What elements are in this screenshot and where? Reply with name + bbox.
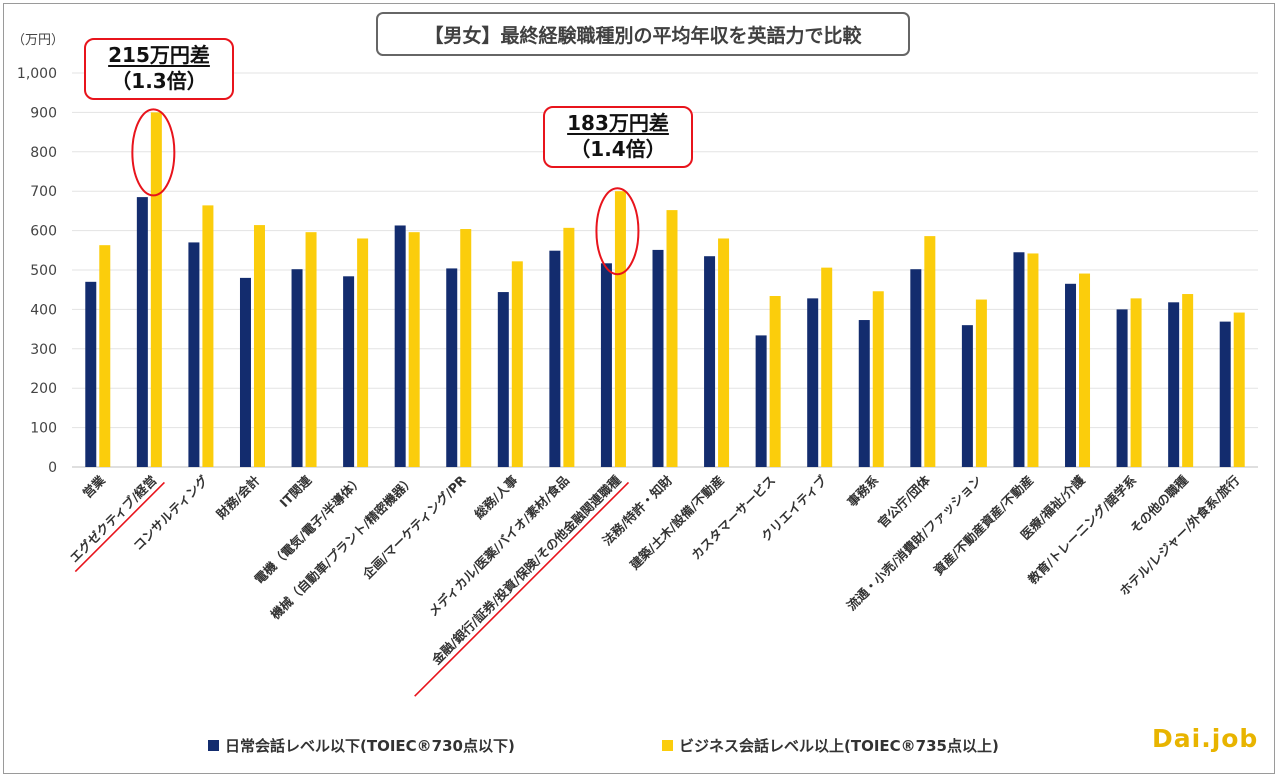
bar-series1	[600, 263, 612, 467]
bar-series1	[446, 268, 458, 467]
category-label: 資産/不動産資産/不動産	[931, 473, 1036, 578]
bar-series1	[1116, 309, 1128, 467]
bar-series2	[1027, 253, 1039, 467]
y-tick-label: 700	[30, 184, 57, 200]
bar-series1	[755, 335, 767, 467]
y-tick-label: 900	[30, 105, 57, 121]
y-tick-label: 400	[30, 302, 57, 318]
bar-series2	[305, 232, 317, 467]
category-label: エグゼクティブ/経営	[67, 473, 160, 566]
y-tick-label: 100	[30, 421, 57, 437]
bar-series1	[704, 256, 716, 467]
bar-series2	[1079, 273, 1091, 467]
bar-series2	[821, 267, 833, 467]
bar-series1	[85, 281, 97, 467]
y-tick-label: 600	[30, 224, 57, 240]
bar-series2	[666, 210, 678, 467]
chart-frame	[3, 3, 1275, 774]
category-label: 総務/人事	[471, 472, 521, 522]
chart-title: 【男女】最終経験職種別の平均年収を英語力で比較	[376, 12, 910, 56]
category-label: 財務/会計	[213, 472, 263, 522]
legend-swatch-series1	[208, 740, 219, 751]
bar-series2	[614, 191, 626, 467]
bar-series1	[497, 292, 509, 467]
bar-series2	[769, 296, 781, 467]
category-label: 事務系	[844, 472, 881, 509]
bar-series1	[188, 242, 200, 467]
bar-series1	[291, 269, 303, 467]
legend-swatch-series2	[662, 740, 673, 751]
bar-series2	[563, 227, 575, 467]
annotation-executive-diff: 215万円差 （1.3倍）	[84, 38, 234, 100]
highlight-ellipse	[131, 108, 176, 197]
y-tick-label: 500	[30, 263, 57, 279]
category-label: 企画/マーケティング/PR	[359, 472, 469, 582]
bar-series1	[910, 269, 922, 467]
y-tick-label: 300	[30, 342, 57, 358]
bar-series2	[872, 291, 884, 467]
bar-series2	[99, 245, 111, 467]
category-label: 金融/銀行/証券/投資/保険/その他金融関連職種	[428, 472, 624, 668]
annotation-finance-diff-ratio: （1.4倍）	[570, 137, 666, 161]
bar-series1	[1168, 302, 1180, 467]
bar-series1	[343, 276, 355, 467]
annotation-finance-diff-amount: 183万円差	[567, 111, 669, 135]
y-tick-label: 1,000	[17, 66, 57, 82]
chart-legend: 日常会話レベル以下(TOIEC®730点以下) ビジネス会話レベル以上(TOIE…	[0, 735, 1280, 757]
bar-series1	[858, 320, 870, 467]
legend-item-series2: ビジネス会話レベル以上(TOIEC®735点以上)	[662, 735, 999, 756]
bar-series1	[1065, 283, 1077, 467]
bar-series1	[394, 225, 406, 467]
bar-series1	[1013, 252, 1025, 467]
legend-item-series1: 日常会話レベル以下(TOIEC®730点以下)	[208, 735, 515, 756]
annotation-executive-diff-ratio: （1.3倍）	[111, 69, 207, 93]
bar-series2	[1233, 312, 1245, 467]
bar-series2	[1182, 294, 1194, 467]
bar-series2	[975, 299, 987, 467]
category-highlight-underline	[414, 481, 630, 697]
bar-series2	[460, 229, 472, 467]
bar-series1	[961, 325, 973, 467]
highlight-ellipse	[595, 187, 640, 276]
category-highlight-underline	[74, 481, 165, 573]
bar-series1	[652, 249, 664, 467]
bar-series2	[511, 261, 523, 467]
category-label: IT関連	[277, 472, 315, 510]
bar-series2	[408, 232, 420, 467]
bar-series1	[807, 298, 819, 467]
y-tick-label: 200	[30, 381, 57, 397]
annotation-executive-diff-amount: 215万円差	[108, 43, 210, 67]
bar-series2	[924, 236, 936, 467]
bar-series2	[1130, 298, 1142, 467]
bar-series2	[253, 225, 265, 467]
bar-series1	[1219, 321, 1231, 467]
bar-series1	[239, 277, 251, 467]
category-label: 教育/トレーニング/語学系	[1024, 472, 1139, 587]
y-axis-unit-label: （万円）	[12, 33, 65, 48]
bar-series2	[718, 238, 730, 467]
bar-series1	[136, 197, 148, 468]
y-tick-label: 0	[48, 460, 57, 476]
annotation-finance-diff: 183万円差 （1.4倍）	[543, 106, 693, 168]
category-label: 建築/土木/設備/不動産	[627, 473, 727, 573]
bar-series1	[549, 250, 561, 467]
logo-text: Dai.job	[1152, 724, 1259, 753]
bar-series2	[150, 112, 162, 468]
bar-series2	[202, 205, 214, 467]
category-label: 営業	[80, 472, 109, 501]
y-tick-label: 800	[30, 145, 57, 161]
bar-series2	[357, 238, 369, 467]
daijob-logo: Dai.job	[1152, 724, 1258, 753]
legend-label-series2: ビジネス会話レベル以上(TOIEC®735点以上)	[679, 737, 999, 755]
legend-label-series1: 日常会話レベル以下(TOIEC®730点以下)	[225, 737, 515, 755]
